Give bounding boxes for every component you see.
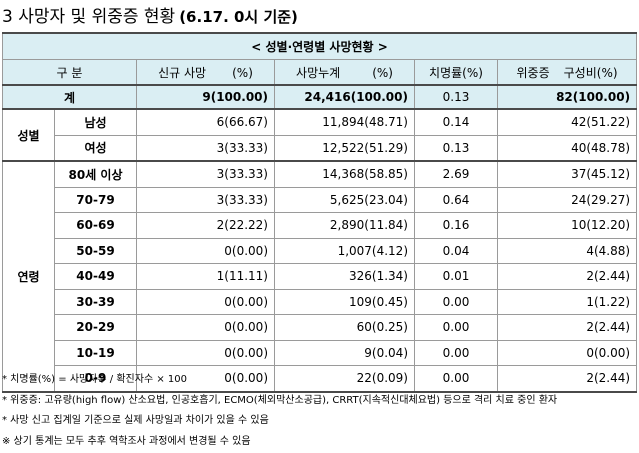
row-new: 3(33.33) xyxy=(136,160,275,188)
header-new-deaths: 신규 사망 (%) xyxy=(136,59,275,86)
table-header-row: 구 분 신규 사망 (%) 사망누계 (%) 치명률(%) 위중증 구성비(%) xyxy=(2,59,638,86)
row-critical: 10(12.20) xyxy=(496,212,638,239)
row-new: 6(66.67) xyxy=(136,108,275,136)
total-critical: 82(100.00) xyxy=(496,84,638,110)
table-row: 40-49 1(11.11) 326(1.34) 0.01 2(2.44) xyxy=(3,263,638,290)
row-cum: 326(1.34) xyxy=(274,263,415,290)
row-new: 0(0.00) xyxy=(136,365,275,393)
table-subtitle-row: < 성별·연령별 사망현황 > xyxy=(1,32,638,60)
row-cum: 109(0.45) xyxy=(274,288,415,315)
table-row: 20-29 0(0.00) 60(0.25) 0.00 2(2.44) xyxy=(3,314,638,341)
row-cum: 5,625(23.04) xyxy=(274,186,415,213)
total-cum: 24,416(100.00) xyxy=(274,84,415,110)
footnote-fatality: * 치명률(%) = 사망자수 / 확진자수 × 100 xyxy=(2,374,187,385)
total-new: 9(100.00) xyxy=(136,84,275,110)
row-label: 80세 이상 xyxy=(54,160,137,188)
row-critical: 40(48.78) xyxy=(496,134,638,162)
row-label: 30-39 xyxy=(54,288,137,315)
row-critical: 0(0.00) xyxy=(496,339,638,366)
row-fatality: 0.00 xyxy=(414,365,498,393)
row-new: 3(33.33) xyxy=(136,186,275,213)
row-cum: 1,007(4.12) xyxy=(274,237,415,264)
row-label: 40-49 xyxy=(54,263,137,290)
header-cum-pct: (%) xyxy=(372,65,393,80)
header-cum-deaths-label: 사망누계 xyxy=(296,65,341,80)
header-fatality: 치명률(%) xyxy=(414,59,498,86)
row-fatality: 0.14 xyxy=(414,108,498,136)
table-row: 50-59 0(0.00) 1,007(4.12) 0.04 4(4.88) xyxy=(3,237,638,264)
row-label: 20-29 xyxy=(54,314,137,341)
row-fatality: 2.69 xyxy=(414,160,498,188)
row-cum: 11,894(48.71) xyxy=(274,108,415,136)
row-cum: 9(0.04) xyxy=(274,339,415,366)
row-label: 남성 xyxy=(54,108,137,136)
row-cum: 2,890(11.84) xyxy=(274,212,415,239)
row-critical: 2(2.44) xyxy=(496,263,638,290)
row-fatality: 0.64 xyxy=(414,186,498,213)
table-row: 70-79 3(33.33) 5,625(23.04) 0.64 24(29.2… xyxy=(3,186,638,213)
table-row: 연령 80세 이상 3(33.33) 14,368(58.85) 2.69 37… xyxy=(2,160,638,393)
row-critical: 2(2.44) xyxy=(496,314,638,341)
row-critical: 1(1.22) xyxy=(496,288,638,315)
footnotes: * 치명률(%) = 사망자수 / 확진자수 × 100 * 위중증: 고유량(… xyxy=(2,370,557,452)
row-label: 70-79 xyxy=(54,186,137,213)
header-critical: 위중증 구성비(%) xyxy=(496,59,638,86)
row-fatality: 0.00 xyxy=(414,314,498,341)
row-critical: 24(29.27) xyxy=(496,186,638,213)
row-new: 1(11.11) xyxy=(136,263,275,290)
total-row: 계 9(100.00) 24,416(100.00) 0.13 82(100.0… xyxy=(2,84,638,110)
row-cum: 14,368(58.85) xyxy=(274,160,415,188)
total-label: 계 xyxy=(2,84,137,110)
row-fatality: 0.16 xyxy=(414,212,498,239)
sex-group-label: 성별 xyxy=(2,108,55,162)
row-critical: 2(2.44) xyxy=(496,365,638,393)
row-new: 0(0.00) xyxy=(136,288,275,315)
header-critical-label: 위중증 xyxy=(516,65,550,80)
row-fatality: 0.01 xyxy=(414,263,498,290)
row-critical: 42(51.22) xyxy=(496,108,638,136)
row-new: 0(0.00) xyxy=(136,237,275,264)
row-fatality: 0.00 xyxy=(414,288,498,315)
footnote-report-date: * 사망 신고 집계일 기준으로 실제 사망일과 차이가 있을 수 있음 xyxy=(2,415,269,426)
table-subtitle: < 성별·연령별 사망현황 > xyxy=(1,32,638,60)
row-label: 0-9 xyxy=(54,365,137,393)
row-critical: 4(4.88) xyxy=(496,237,638,264)
table-row: 60-69 2(22.22) 2,890(11.84) 0.16 10(12.2… xyxy=(3,212,638,239)
row-new: 2(22.22) xyxy=(136,212,275,239)
table-row: 10-19 0(0.00) 9(0.04) 0.00 0(0.00) xyxy=(3,339,638,366)
row-label: 50-59 xyxy=(54,237,137,264)
row-label: 여성 xyxy=(54,134,137,162)
row-label: 60-69 xyxy=(54,212,137,239)
total-fatality: 0.13 xyxy=(414,84,498,110)
title-text: 3 사망자 및 위중증 현황 xyxy=(2,7,176,27)
row-cum: 60(0.25) xyxy=(274,314,415,341)
header-category: 구 분 xyxy=(2,59,137,86)
header-new-pct: (%) xyxy=(232,65,253,80)
row-label: 10-19 xyxy=(54,339,137,366)
header-new-deaths-label: 신규 사망 xyxy=(158,65,207,80)
row-cum: 12,522(51.29) xyxy=(274,134,415,162)
row-new: 3(33.33) xyxy=(136,134,275,162)
footnote-critical: * 위중증: 고유량(high flow) 산소요법, 인공호흡기, ECMO(… xyxy=(2,394,558,406)
row-new: 0(0.00) xyxy=(136,339,275,366)
header-ratio: 구성비(%) xyxy=(563,65,618,80)
row-critical: 37(45.12) xyxy=(496,160,638,188)
row-fatality: 0.04 xyxy=(414,237,498,264)
row-fatality: 0.13 xyxy=(414,134,498,162)
table-row: 30-39 0(0.00) 109(0.45) 0.00 1(1.22) xyxy=(3,288,638,315)
table-row: 여성 3(33.33) 12,522(51.29) 0.13 40(48.78) xyxy=(2,134,638,162)
age-group-label: 연령 xyxy=(2,160,55,393)
row-new: 0(0.00) xyxy=(136,314,275,341)
title-date: (6.17. 0시 기준) xyxy=(179,8,298,26)
death-status-table: < 성별·연령별 사망현황 > 구 분 신규 사망 (%) 사망누계 (%) 치명률… xyxy=(1,32,638,393)
header-cum-deaths: 사망누계 (%) xyxy=(274,59,415,86)
page-title: 3 사망자 및 위중증 현황 (6.17. 0시 기준) xyxy=(2,4,298,30)
footnote-change-notice: ※ 상기 통계는 모두 추후 역학조사 과정에서 변경될 수 있음 xyxy=(2,435,251,447)
row-fatality: 0.00 xyxy=(414,339,498,366)
table-row: 성별 남성 6(66.67) 11,894(48.71) 0.14 42(51.… xyxy=(2,108,638,162)
table-row: 0-9 0(0.00) 22(0.09) 0.00 2(2.44) xyxy=(3,365,638,393)
